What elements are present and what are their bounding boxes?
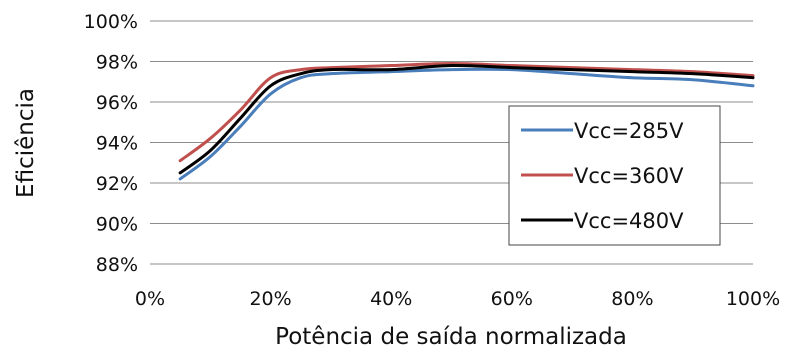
- x-axis-label: Potência de saída normalizada: [275, 324, 627, 350]
- series-lines: [178, 62, 755, 181]
- series-line-3: [178, 64, 755, 175]
- y-tick-label: 96%: [96, 92, 138, 114]
- grid-lines: [150, 20, 753, 265]
- x-tick-label: 0%: [135, 288, 165, 310]
- y-tick-label: 90%: [96, 214, 138, 236]
- x-tick-labels: 0% 20% 40% 60% 80% 100%: [135, 288, 780, 310]
- legend: Vcc=285V Vcc=360V Vcc=480V: [508, 105, 721, 246]
- legend-label-2: Vcc=360V: [574, 164, 684, 188]
- x-tick-label: 80%: [611, 288, 653, 310]
- y-tick-label: 88%: [96, 254, 138, 276]
- x-tick-label: 100%: [726, 288, 780, 310]
- y-tick-labels: 100% 98% 96% 94% 92% 90% 88%: [84, 11, 138, 276]
- series-line-1: [178, 67, 755, 181]
- x-tick-label: 20%: [249, 288, 291, 310]
- y-axis-label: Eficiência: [13, 88, 39, 198]
- series-line-2: [178, 62, 755, 163]
- y-tick-label: 92%: [96, 173, 138, 195]
- y-tick-label: 98%: [96, 52, 138, 74]
- y-tick-label: 100%: [84, 11, 138, 33]
- y-tick-label: 94%: [96, 133, 138, 155]
- x-tick-label: 40%: [370, 288, 412, 310]
- legend-label-1: Vcc=285V: [574, 119, 684, 143]
- legend-label-3: Vcc=480V: [574, 209, 684, 233]
- x-tick-label: 60%: [491, 288, 533, 310]
